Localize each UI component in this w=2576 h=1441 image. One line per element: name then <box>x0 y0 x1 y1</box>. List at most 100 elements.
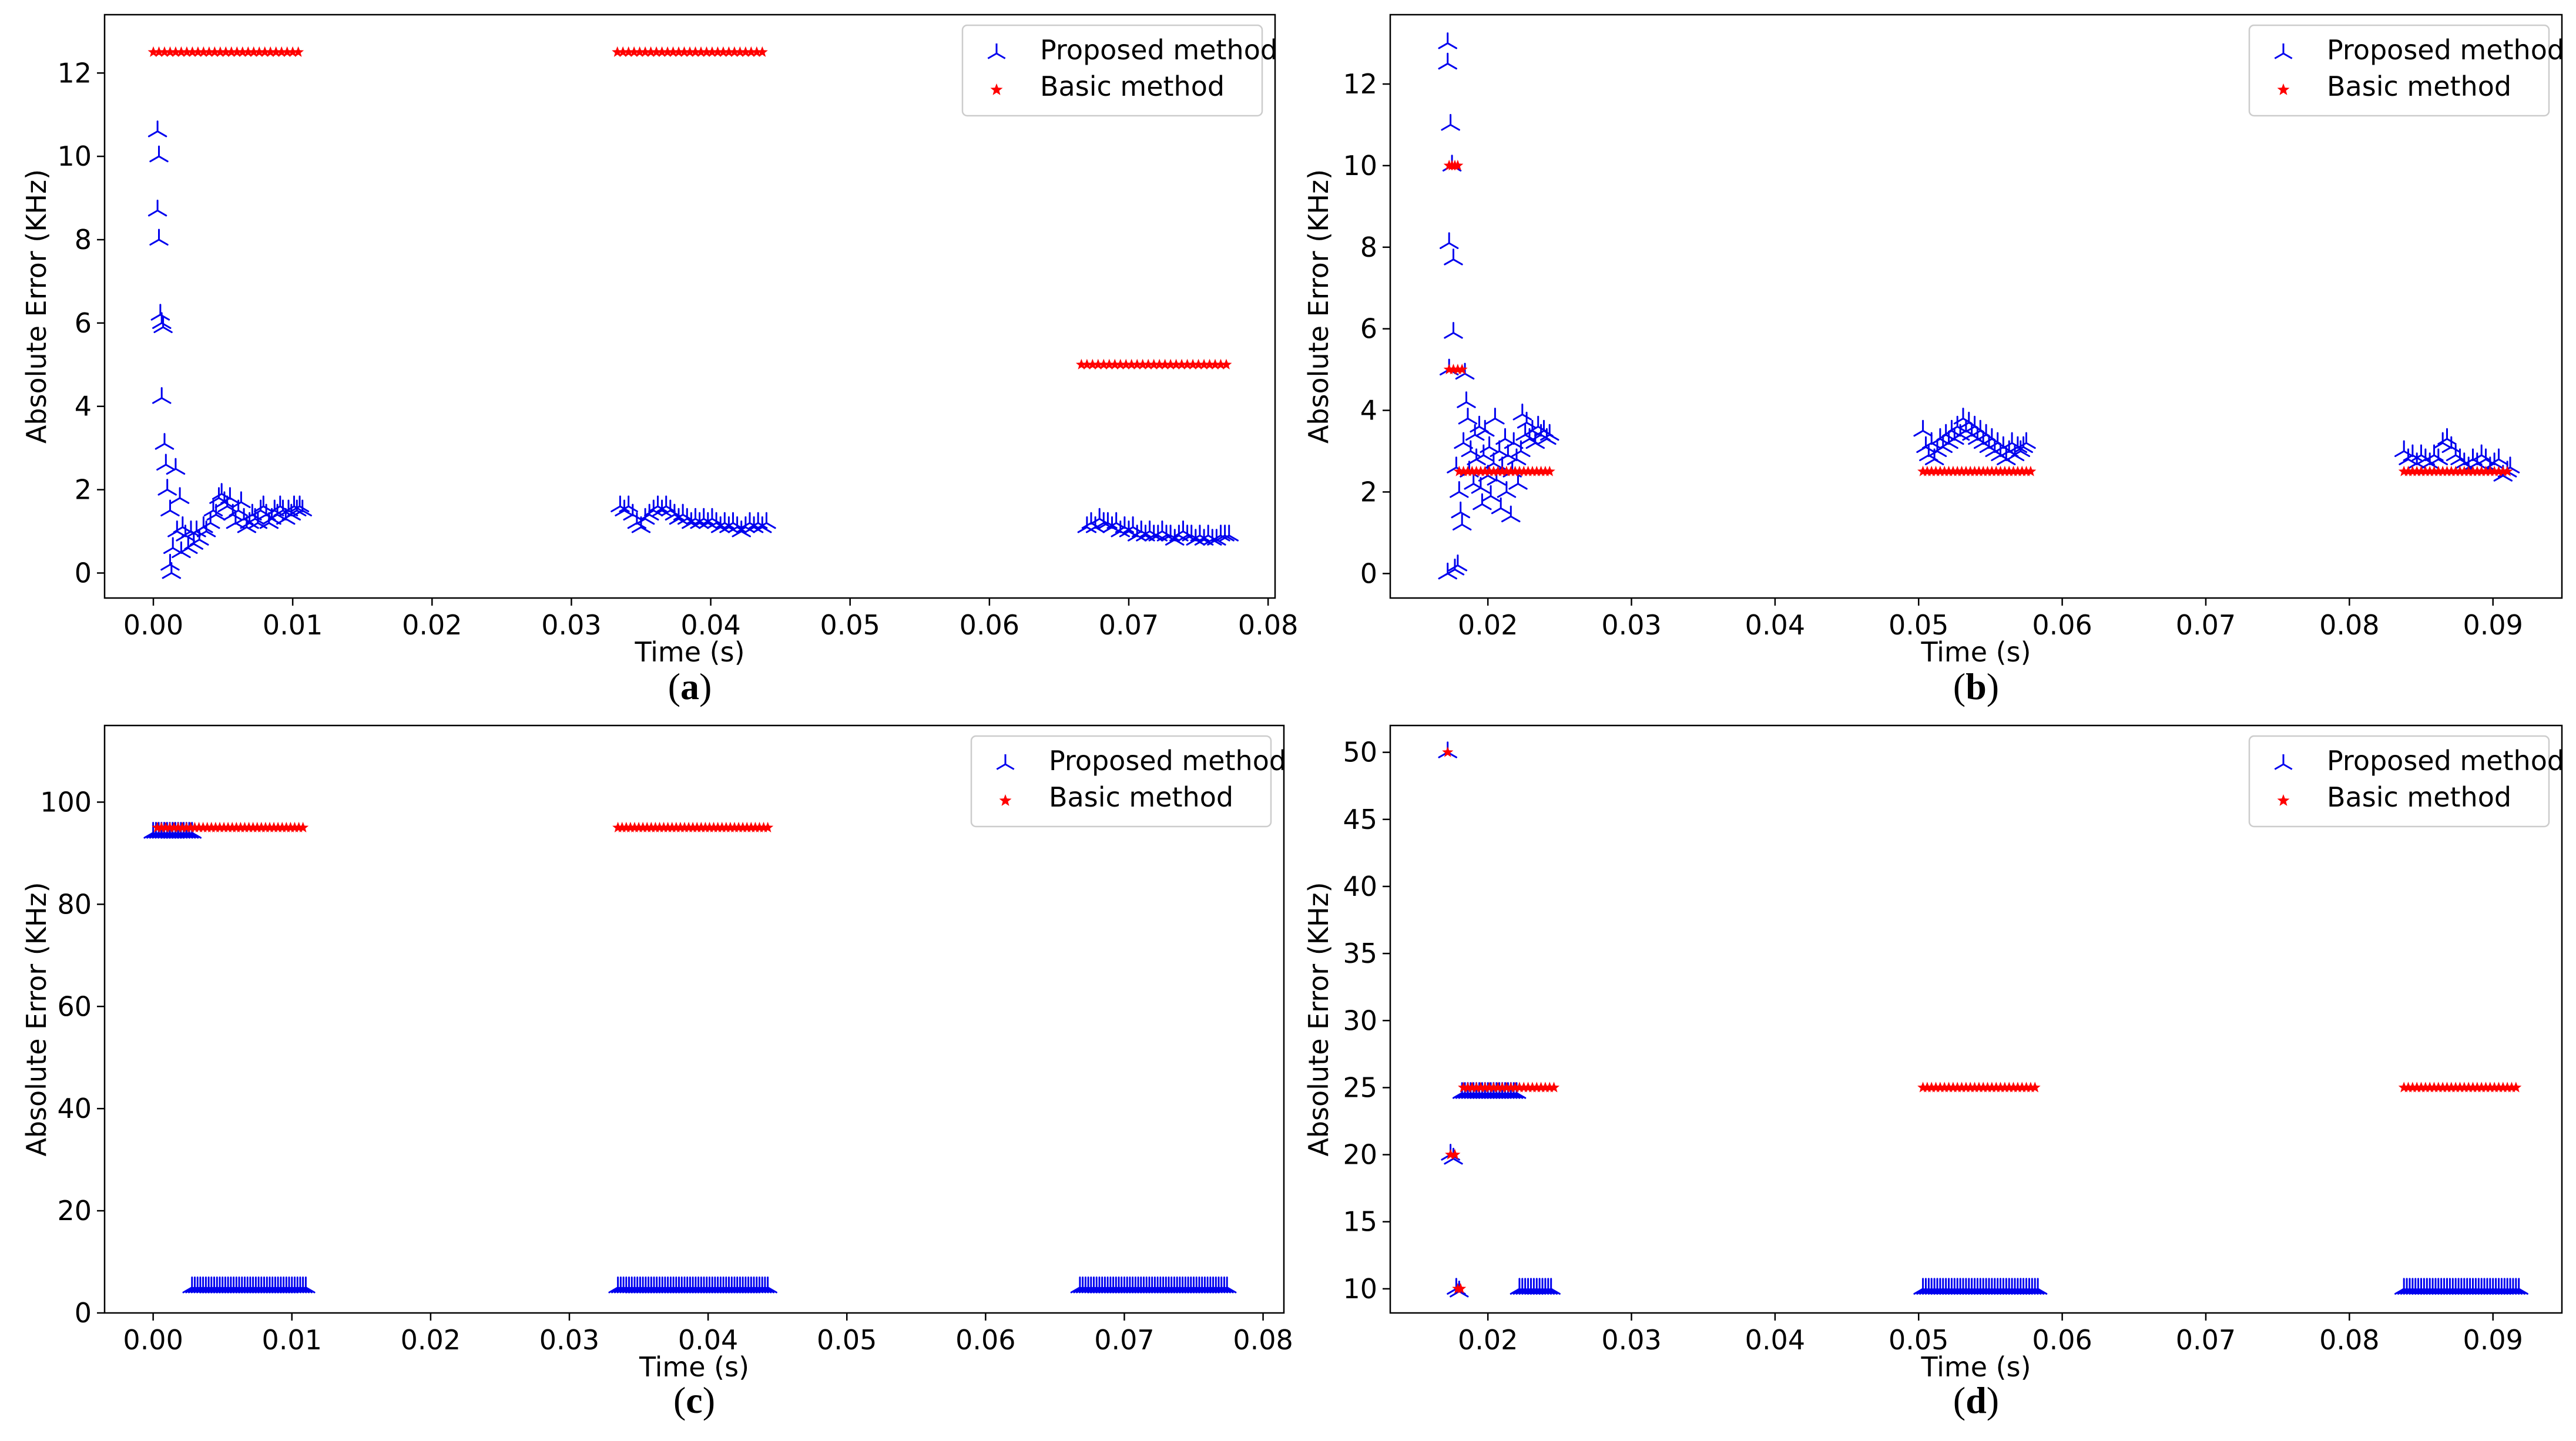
panel-caption: (b) <box>1953 666 1999 707</box>
legend-basic-label: Basic method <box>2327 781 2511 813</box>
data-point <box>1126 358 1138 370</box>
data-point <box>203 499 223 516</box>
data-point <box>758 1277 777 1294</box>
data-point <box>1081 358 1093 370</box>
x-tick-label: 0.07 <box>1094 1324 1154 1356</box>
data-point <box>192 46 204 57</box>
data-point <box>2450 465 2461 476</box>
legend-box <box>970 735 1272 828</box>
data-point <box>147 199 167 217</box>
data-point <box>153 316 173 333</box>
data-point <box>737 821 749 832</box>
data-point <box>217 495 237 512</box>
data-point <box>1475 1081 1487 1093</box>
y-tick-label: 100 <box>40 786 92 818</box>
data-point <box>1492 1081 1504 1093</box>
data-point <box>2484 465 2496 476</box>
data-point <box>1452 364 1464 375</box>
caption-letter: c <box>686 1379 702 1421</box>
data-point <box>745 821 757 832</box>
data-point <box>1455 1282 1467 1294</box>
data-point <box>629 821 640 832</box>
data-point <box>1969 1081 1981 1093</box>
legend-basic-label: Basic method <box>2327 70 2511 102</box>
data-point <box>648 495 668 512</box>
data-point <box>1540 424 1559 441</box>
data-point <box>2429 465 2440 476</box>
data-point <box>1956 465 1968 476</box>
data-point <box>623 46 635 57</box>
data-point <box>293 499 312 516</box>
data-point <box>234 821 246 832</box>
data-point <box>1951 465 1963 476</box>
data-point <box>293 46 304 57</box>
data-point <box>1492 465 1504 476</box>
data-point <box>2458 465 2470 476</box>
x-tick-label: 0.06 <box>955 1324 1015 1356</box>
data-point <box>1522 1081 1534 1093</box>
data-point <box>1479 1081 1491 1093</box>
data-point <box>253 46 265 57</box>
data-point <box>264 821 276 832</box>
caption-open: ( <box>1953 666 1965 707</box>
data-point <box>293 821 305 832</box>
data-point <box>1193 358 1205 370</box>
y-tick-label: 20 <box>57 1195 92 1227</box>
data-point <box>1215 358 1226 370</box>
data-point <box>691 821 703 832</box>
data-point <box>611 495 630 512</box>
data-point <box>2501 1081 2513 1093</box>
data-point <box>1090 508 1109 525</box>
data-point <box>723 46 734 57</box>
data-point <box>2484 1081 2496 1093</box>
data-point <box>276 821 288 832</box>
data-point <box>2471 444 2491 461</box>
data-point <box>162 562 182 579</box>
data-point <box>1457 391 1476 408</box>
plot-frame <box>103 724 1285 1314</box>
data-point <box>683 821 695 832</box>
data-point <box>1475 419 1495 437</box>
data-point <box>704 821 715 832</box>
data-point <box>155 433 175 450</box>
x-tick-label: 0.02 <box>401 1324 461 1356</box>
data-point <box>1452 159 1464 170</box>
x-tick-label: 0.05 <box>1889 609 1948 641</box>
data-point <box>197 821 209 832</box>
data-point <box>1448 554 1468 572</box>
legend-box <box>2248 24 2550 117</box>
data-point <box>2463 1081 2474 1093</box>
data-point <box>1505 465 1517 476</box>
plot-area <box>1438 741 2528 1298</box>
data-point <box>247 821 259 832</box>
data-point <box>2424 1081 2436 1093</box>
series-basic-method <box>1442 746 2522 1294</box>
data-point <box>209 46 220 57</box>
panel-caption: (d) <box>1953 1379 1999 1421</box>
y-tick-label: 4 <box>1360 395 1377 426</box>
data-point <box>2476 1081 2487 1093</box>
data-point <box>617 46 629 57</box>
data-point <box>649 821 661 832</box>
data-point <box>176 821 188 832</box>
data-point <box>1497 465 1508 476</box>
y-tick-label: 45 <box>1343 804 1377 835</box>
data-point <box>1451 501 1470 519</box>
data-point <box>620 821 632 832</box>
legend-box <box>2248 735 2550 828</box>
data-point <box>2476 465 2487 476</box>
data-point <box>2398 1081 2410 1093</box>
x-tick-label: 0.02 <box>1458 1324 1518 1356</box>
data-point <box>1527 465 1538 476</box>
data-point <box>1986 1081 1998 1093</box>
data-point <box>168 821 180 832</box>
data-point <box>1198 358 1210 370</box>
y-tick-label: 0 <box>75 557 92 589</box>
data-point <box>166 458 186 475</box>
series-proposed-method <box>143 822 1237 1294</box>
data-point <box>1484 465 1495 476</box>
legend-proposed-label: Proposed method <box>1049 745 1286 777</box>
data-point <box>1462 465 1474 476</box>
data-point <box>1444 248 1463 266</box>
data-point <box>1479 465 1491 476</box>
